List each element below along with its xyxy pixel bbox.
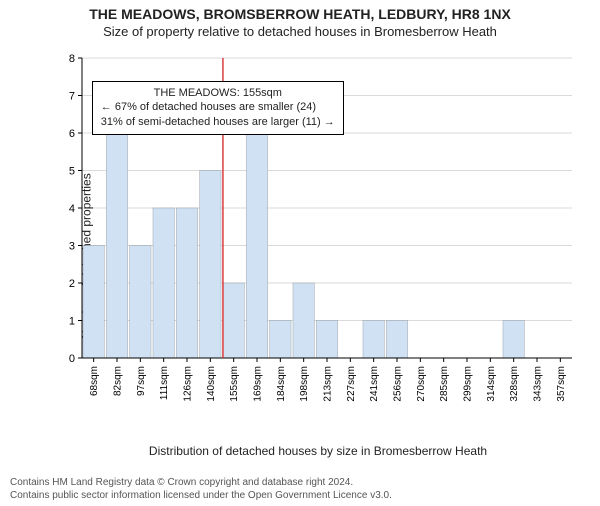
footer-line1: Contains HM Land Registry data © Crown c… <box>10 477 590 490</box>
svg-text:3: 3 <box>69 241 75 253</box>
svg-text:2: 2 <box>69 278 75 290</box>
bar <box>223 283 244 358</box>
bar <box>83 246 104 359</box>
svg-text:270sqm: 270sqm <box>416 366 427 402</box>
bar <box>270 321 291 359</box>
chart-title: THE MEADOWS, BROMSBERROW HEATH, LEDBURY,… <box>0 6 600 22</box>
svg-text:227sqm: 227sqm <box>346 366 357 402</box>
svg-text:169sqm: 169sqm <box>253 366 264 402</box>
svg-text:8: 8 <box>69 53 75 65</box>
svg-text:140sqm: 140sqm <box>206 366 217 402</box>
chart-plot-area: 0 1 2 3 4 5 6 7 8 68sqm 82sqm 97sqm 111sqm 126sqm 140s… <box>58 52 578 402</box>
svg-text:198sqm: 198sqm <box>299 366 310 402</box>
svg-text:6: 6 <box>69 128 75 140</box>
svg-text:1: 1 <box>69 316 75 328</box>
svg-text:285sqm: 285sqm <box>439 366 450 402</box>
svg-text:299sqm: 299sqm <box>463 366 474 402</box>
svg-text:126sqm: 126sqm <box>183 366 194 402</box>
svg-text:256sqm: 256sqm <box>393 366 404 402</box>
svg-text:184sqm: 184sqm <box>276 366 287 402</box>
svg-text:4: 4 <box>69 203 75 215</box>
svg-text:314sqm: 314sqm <box>486 366 497 402</box>
svg-text:0: 0 <box>69 353 75 365</box>
chart-subtitle: Size of property relative to detached ho… <box>0 24 600 39</box>
svg-text:82sqm: 82sqm <box>113 366 124 396</box>
svg-text:241sqm: 241sqm <box>369 366 380 402</box>
bar <box>386 321 407 359</box>
bar <box>363 321 384 359</box>
footer-attribution: Contains HM Land Registry data © Crown c… <box>10 477 590 502</box>
bar <box>293 283 314 358</box>
infobox-line3: 31% of semi-detached houses are larger (… <box>101 115 335 130</box>
infobox-line1: THE MEADOWS: 155sqm <box>101 86 335 101</box>
reference-info-box: THE MEADOWS: 155sqm ← 67% of detached ho… <box>92 81 344 136</box>
bar <box>503 321 524 359</box>
footer-line2: Contains public sector information licen… <box>10 490 590 503</box>
svg-text:328sqm: 328sqm <box>509 366 520 402</box>
bar <box>200 171 221 359</box>
svg-text:155sqm: 155sqm <box>229 366 240 402</box>
svg-text:68sqm: 68sqm <box>89 366 100 396</box>
bar <box>153 208 174 358</box>
svg-text:343sqm: 343sqm <box>533 366 544 402</box>
svg-text:7: 7 <box>69 91 75 103</box>
bar <box>176 208 197 358</box>
svg-text:357sqm: 357sqm <box>556 366 567 402</box>
bar <box>246 133 267 358</box>
bar <box>316 321 337 359</box>
svg-text:111sqm: 111sqm <box>159 366 170 400</box>
bar <box>130 246 151 359</box>
x-axis-label: Distribution of detached houses by size … <box>58 444 578 458</box>
svg-text:213sqm: 213sqm <box>323 366 334 402</box>
svg-text:97sqm: 97sqm <box>136 366 147 396</box>
svg-text:5: 5 <box>69 166 75 178</box>
infobox-line2: ← 67% of detached houses are smaller (24… <box>101 100 335 115</box>
